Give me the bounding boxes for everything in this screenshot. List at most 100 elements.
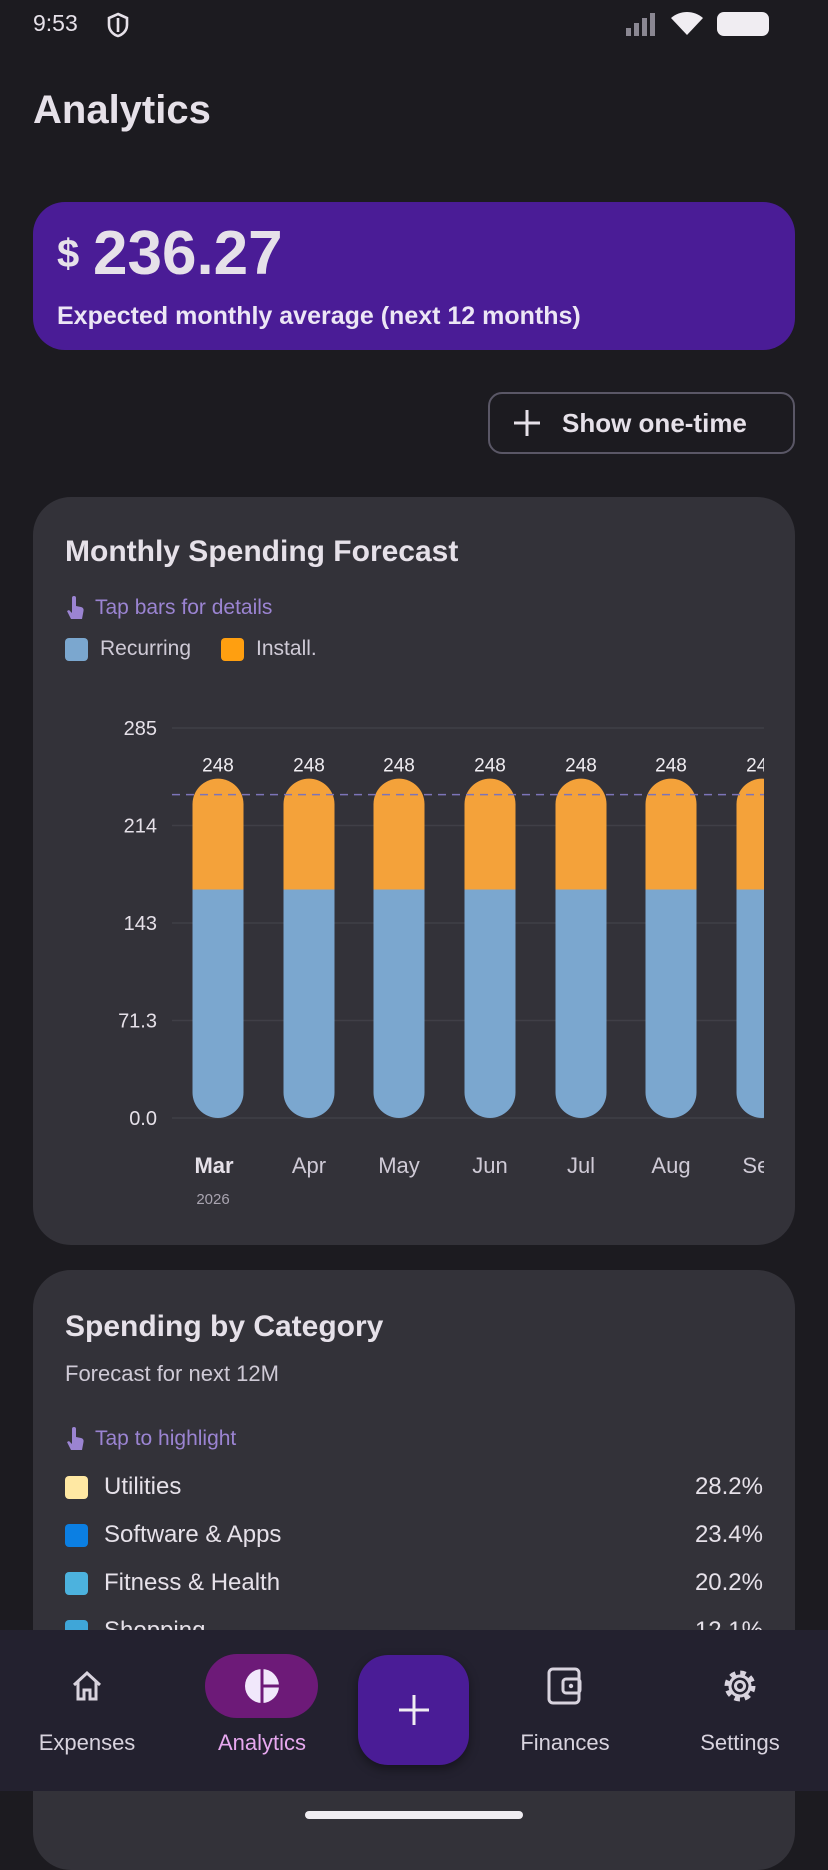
bar-aug[interactable] — [645, 778, 697, 1118]
x-tick-label: Jul — [567, 1153, 595, 1178]
tap-hand-icon — [67, 596, 84, 619]
bar-mar[interactable] — [192, 778, 244, 1118]
legend-swatch-install — [221, 637, 245, 661]
y-tick-label: 143 — [124, 913, 157, 935]
y-tick-label: 214 — [124, 816, 157, 838]
nav-finances[interactable]: Finances — [490, 1630, 640, 1791]
nav-label: Analytics — [217, 1730, 307, 1755]
nav-expenses[interactable]: Expenses — [12, 1630, 162, 1791]
bar-segment-install — [464, 778, 516, 890]
bar-jul[interactable] — [555, 778, 607, 1118]
bar-segment-recurring — [464, 889, 516, 1118]
nav-settings[interactable]: Settings — [665, 1630, 815, 1791]
forecast-title: Monthly Spending Forecast — [65, 535, 459, 568]
category-title: Spending by Category — [65, 1310, 384, 1343]
plus-icon — [398, 1695, 429, 1725]
bar-segment-install — [736, 778, 764, 890]
bar-value-label: 248 — [293, 756, 325, 777]
category-name: Software & Apps — [104, 1521, 282, 1548]
bar-segment-install — [645, 778, 697, 890]
home-indicator[interactable] — [305, 1811, 523, 1819]
bar-segment-recurring — [373, 889, 425, 1118]
category-name: Utilities — [104, 1473, 182, 1500]
nav-label: Finances — [520, 1730, 610, 1755]
category-hint: Tap to highlight — [65, 1426, 236, 1452]
x-tick-label: May — [378, 1153, 420, 1178]
bar-segment-install — [283, 778, 335, 890]
nav-label: Settings — [700, 1730, 780, 1755]
bar-segment-recurring — [645, 889, 697, 1118]
forecast-chart[interactable]: 0.0 71.3 143 214 285 248 Mar 248 Apr 248 May 248 Jun… — [33, 497, 795, 1245]
signal-icon — [626, 13, 655, 36]
x-tick-label: Aug — [651, 1153, 690, 1178]
forecast-hint-text: Tap bars for details — [95, 596, 273, 619]
show-one-time-label: Show one-time — [562, 407, 747, 438]
gear-icon — [724, 1670, 756, 1702]
bar-jun[interactable] — [464, 778, 516, 1118]
bar-value-label: 248 — [565, 756, 597, 777]
bar-value-label: 248 — [383, 756, 415, 777]
x-tick-label: Apr — [292, 1153, 326, 1178]
forecast-hint: Tap bars for details — [65, 595, 272, 621]
x-tick-label: Mar — [194, 1153, 234, 1178]
x-tick-label: Jun — [472, 1153, 507, 1178]
bar-segment-recurring — [555, 889, 607, 1118]
nav-label: Expenses — [38, 1730, 136, 1755]
bar-apr[interactable] — [283, 778, 335, 1118]
legend-label-recurring: Recurring — [100, 637, 192, 660]
bar-value-label: 248 — [655, 756, 687, 777]
x-tick-label: Sep — [742, 1153, 781, 1178]
x-year-label: 2026 — [196, 1191, 229, 1208]
bar-segment-recurring — [283, 889, 335, 1118]
category-subtitle: Forecast for next 12M — [65, 1361, 279, 1386]
category-swatch — [65, 1571, 88, 1595]
bar-segment-install — [373, 778, 425, 890]
category-item[interactable]: Software & Apps 23.4% — [65, 1520, 763, 1550]
average-subtitle: Expected monthly average (next 12 months… — [57, 302, 581, 330]
add-expense-button[interactable] — [358, 1655, 469, 1765]
bar-value-label: 248 — [202, 756, 234, 777]
pie-chart-icon — [245, 1669, 279, 1703]
status-time: 9:53 — [33, 10, 78, 36]
bars: 248 Mar 248 Apr 248 May 248 Jun 248 Jul 248 Aug 248 S… — [192, 756, 788, 1178]
currency-symbol: $ — [57, 232, 80, 276]
category-swatch — [65, 1475, 88, 1499]
y-tick-label: 0.0 — [129, 1108, 157, 1130]
wifi-icon — [671, 12, 703, 35]
bar-value-label: 248 — [746, 756, 778, 777]
battery-icon — [717, 12, 769, 36]
y-tick-label: 71.3 — [118, 1011, 157, 1033]
legend-swatch-recurring — [65, 637, 88, 661]
y-tick-label: 285 — [124, 718, 157, 740]
bar-segment-install — [555, 778, 607, 890]
category-name: Fitness & Health — [104, 1569, 281, 1596]
shield-icon — [107, 12, 129, 38]
bar-sep[interactable] — [736, 778, 788, 1118]
show-one-time-button[interactable]: Show one-time — [488, 392, 795, 454]
tap-hand-icon — [67, 1427, 84, 1450]
plus-icon — [514, 410, 540, 436]
status-bar: 9:53 — [0, 0, 828, 50]
average-amount: 236.27 — [93, 219, 283, 288]
legend-label-install: Install. — [256, 637, 317, 660]
bar-value-label: 248 — [474, 756, 506, 777]
category-swatch — [65, 1523, 88, 1547]
chart-legend: Recurring Install. — [65, 637, 317, 661]
category-hint-text: Tap to highlight — [95, 1427, 237, 1450]
category-percent: 23.4% — [694, 1521, 763, 1548]
bar-segment-install — [192, 778, 244, 890]
home-icon — [72, 1670, 102, 1701]
bar-segment-recurring — [192, 889, 244, 1118]
category-item[interactable]: Utilities 28.2% — [65, 1472, 763, 1502]
category-percent: 20.2% — [694, 1569, 763, 1596]
bar-may[interactable] — [373, 778, 425, 1118]
category-item[interactable]: Fitness & Health 20.2% — [65, 1568, 763, 1598]
forecast-card: Monthly Spending Forecast Tap bars for d… — [33, 497, 795, 1245]
nav-analytics[interactable]: Analytics — [187, 1630, 337, 1791]
page-title: Analytics — [33, 88, 211, 132]
bar-segment-recurring — [736, 889, 764, 1118]
average-summary-card: $ 236.27 Expected monthly average (next … — [33, 202, 795, 350]
wallet-icon — [547, 1667, 582, 1705]
category-percent: 28.2% — [694, 1473, 763, 1500]
bottom-navigation: Expenses Analytics Finances Settings — [0, 1630, 828, 1791]
